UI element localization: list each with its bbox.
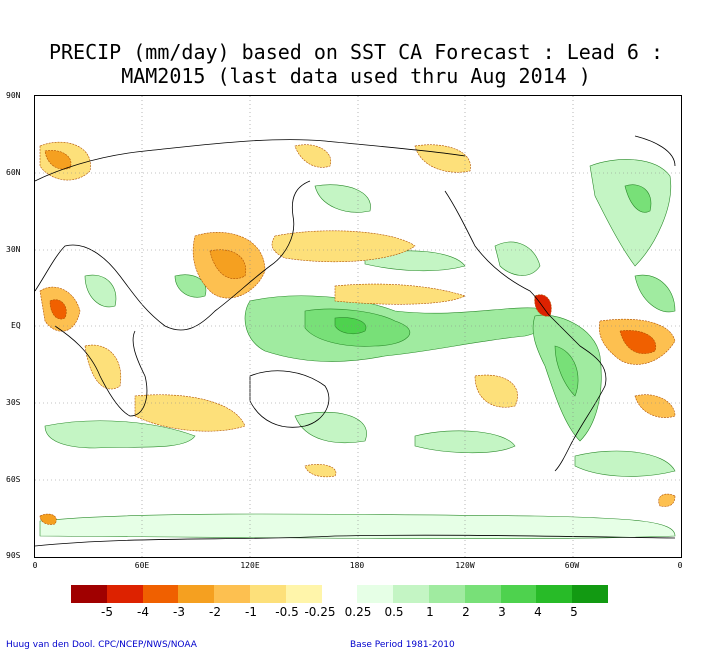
- legend-label: 3: [498, 605, 506, 619]
- legend-swatch-1: [106, 585, 143, 603]
- lat-tick-30n: 30N: [6, 245, 21, 254]
- legend-label: -5: [101, 605, 113, 619]
- legend-color-bar: [71, 585, 608, 603]
- legend-swatch-4: [214, 585, 250, 603]
- legend-swatch-14: [572, 585, 608, 603]
- lat-tick-30s: 30S: [6, 398, 21, 407]
- lon-tick-180: 180: [349, 561, 365, 570]
- legend-label: -4: [137, 605, 149, 619]
- lat-tick-90s: 90S: [6, 551, 21, 560]
- legend-label: -1: [245, 605, 257, 619]
- legend-swatch-2: [142, 585, 179, 603]
- legend-swatch-10: [428, 585, 465, 603]
- graticule: [35, 96, 681, 557]
- lat-tick-60n: 60N: [6, 168, 21, 177]
- legend-label: 2: [462, 605, 470, 619]
- chart-title-line2: MAM2015 (last data used thru Aug 2014 ): [121, 64, 591, 88]
- footer-base-period: Base Period 1981-2010: [350, 640, 455, 650]
- legend-label: -2: [209, 605, 221, 619]
- legend-swatch-11: [464, 585, 501, 603]
- lon-tick-0-end: 0: [677, 561, 683, 570]
- legend-label: -3: [173, 605, 185, 619]
- legend-label: -0.25: [304, 605, 336, 619]
- legend-label: 0.25: [344, 605, 372, 619]
- lon-tick-120e: 120E: [240, 561, 260, 570]
- precip-anomaly-map: [34, 95, 682, 558]
- map-canvas: [35, 96, 681, 557]
- lat-tick-eq: EQ: [11, 321, 21, 330]
- legend-swatch-13: [536, 585, 573, 603]
- legend-swatch-5: [249, 585, 286, 603]
- lon-tick-0: 0: [32, 561, 38, 570]
- legend-swatch-6: [285, 585, 322, 603]
- lat-tick-90n: 90N: [6, 91, 21, 100]
- lon-tick-120w: 120W: [455, 561, 475, 570]
- legend-label: 1: [426, 605, 434, 619]
- lon-tick-60e: 60E: [134, 561, 150, 570]
- legend-label: 5: [570, 605, 578, 619]
- footer-credit: Huug van den Dool. CPC/NCEP/NWS/NOAA: [6, 640, 197, 650]
- legend-swatch-12: [500, 585, 537, 603]
- legend-swatch-0: [71, 585, 107, 603]
- lat-tick-60s: 60S: [6, 475, 21, 484]
- positive-anomaly-regions: [39, 159, 676, 540]
- chart-title-line1: PRECIP (mm/day) based on SST CA Forecast…: [48, 40, 664, 64]
- legend-swatch-8: [357, 585, 394, 603]
- legend-swatch-7: [321, 585, 358, 603]
- legend-label: 0.5: [384, 605, 404, 619]
- negative-anomaly-regions: [39, 141, 676, 525]
- legend-swatch-9: [393, 585, 429, 603]
- legend-label: 4: [534, 605, 542, 619]
- lon-tick-60w: 60W: [564, 561, 580, 570]
- coastlines: [35, 135, 676, 547]
- legend-swatch-3: [178, 585, 215, 603]
- legend-label: -0.5: [275, 605, 299, 619]
